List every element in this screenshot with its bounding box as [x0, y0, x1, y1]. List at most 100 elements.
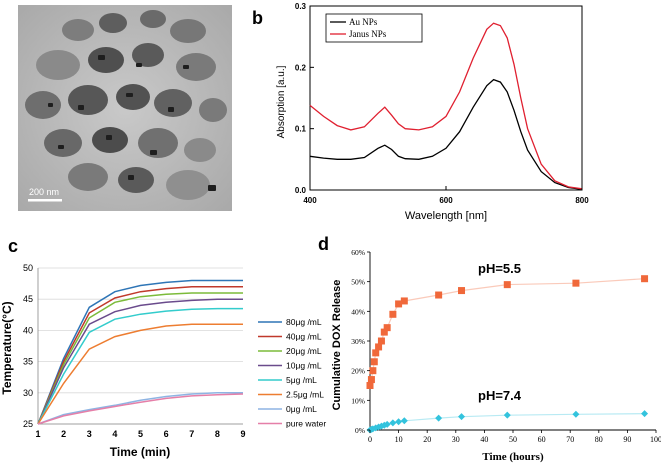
chart-b-absorption: 400 600 800 0.0 0.1 0.2 0.3 Wavelength [nm] Ab… — [276, 2, 589, 222]
c-x-tick-label: 7 — [189, 429, 194, 439]
c-series-line-4 — [37, 307, 243, 425]
d-point-ph74 — [389, 419, 397, 427]
d-x-tick-label: 50 — [509, 435, 517, 444]
d-x-tick-label: 30 — [452, 435, 460, 444]
d-point-ph74 — [572, 410, 580, 418]
d-y-tick-label: 50% — [351, 278, 365, 287]
b-y-tick-label: 0.3 — [295, 2, 307, 11]
b-y-tick-label: 0.2 — [295, 63, 307, 72]
d-point-ph55 — [400, 297, 408, 305]
c-y-tick-label: 45 — [23, 294, 33, 304]
c-series-line-3 — [37, 298, 243, 425]
c-series-line-1 — [37, 285, 243, 425]
b-x-tick-label: 400 — [303, 196, 317, 205]
c-x-tick-label: 1 — [35, 429, 40, 439]
c-legend-label-4: 5μg /mL — [286, 375, 317, 385]
b-legend-au: Au NPs — [349, 17, 378, 27]
c-x-tick-label: 3 — [87, 429, 92, 439]
b-x-tick-label: 600 — [439, 196, 453, 205]
c-legend-label-0: 80μg /mL — [286, 317, 322, 327]
d-point-ph55 — [503, 281, 511, 289]
d-point-ph55 — [377, 337, 385, 345]
d-point-ph55 — [375, 343, 383, 351]
c-legend-label-5: 2.5μg /mL — [286, 390, 324, 400]
c-series-line-2 — [37, 292, 243, 425]
c-legend-label-1: 40μg /mL — [286, 332, 322, 342]
panel-label-b: b — [252, 8, 263, 28]
d-x-tick-label: 90 — [623, 435, 631, 444]
d-point-ph74 — [400, 417, 408, 425]
c-y-tick-label: 50 — [23, 263, 33, 273]
d-point-ph55 — [383, 324, 391, 332]
d-point-ph74 — [641, 410, 649, 418]
panel-label-c: c — [8, 236, 19, 256]
c-series-line-5 — [37, 323, 243, 425]
d-y-tick-label: 20% — [351, 367, 365, 376]
b-y-tick-label: 0.1 — [295, 125, 307, 134]
c-y-tick-label: 35 — [23, 357, 33, 367]
d-point-ph55 — [380, 328, 388, 336]
c-y-tick-label: 40 — [23, 325, 33, 335]
d-point-ph55 — [369, 367, 377, 375]
b-series-line-1 — [309, 22, 583, 190]
c-x-tick-label: 4 — [112, 429, 117, 439]
b-x-tick-label: 800 — [575, 196, 589, 205]
c-series-line-7 — [37, 393, 244, 425]
b-series-line-0 — [309, 78, 583, 191]
chart-d-release: 0 10 20 30 40 50 60 70 80 90 100 0% 10% 20% 30% 40% 50% 6… — [331, 248, 661, 463]
d-point-ph55 — [641, 275, 649, 283]
panel-label-d: d — [318, 234, 329, 254]
d-x-tick-label: 60 — [538, 435, 546, 444]
c-series-line-0 — [37, 279, 243, 425]
d-x-tick-label: 70 — [566, 435, 574, 444]
b-y-tick-label: 0.0 — [295, 186, 307, 195]
d-point-ph55 — [435, 291, 443, 299]
c-y-tick-label: 25 — [23, 419, 33, 429]
d-x-tick-label: 40 — [480, 435, 488, 444]
d-series-line-0 — [369, 278, 645, 386]
d-point-ph74 — [395, 418, 403, 426]
tem-image: 200 nm — [18, 5, 232, 211]
c-x-tick-label: 8 — [215, 429, 220, 439]
d-y-tick-label: 40% — [351, 307, 365, 316]
c-y-tick-label: 30 — [23, 388, 33, 398]
d-point-ph74 — [377, 422, 385, 430]
b-y-axis-label: Absorption [a.u.] — [276, 65, 287, 138]
d-point-ph55 — [389, 310, 397, 318]
d-y-tick-label: 10% — [351, 396, 365, 405]
d-annotation-ph55: pH=5.5 — [478, 261, 521, 276]
d-point-ph55 — [395, 300, 403, 308]
d-x-tick-label: 80 — [595, 435, 603, 444]
scale-bar — [28, 199, 62, 202]
d-point-ph55 — [367, 376, 375, 384]
b-legend-janus: Janus NPs — [349, 29, 387, 39]
d-point-ph74 — [375, 423, 383, 431]
c-x-tick-label: 9 — [240, 429, 245, 439]
c-x-tick-label: 5 — [138, 429, 143, 439]
c-legend-label-3: 10μg /mL — [286, 361, 322, 371]
d-x-tick-label: 10 — [395, 435, 403, 444]
c-series-line-6 — [37, 392, 243, 425]
d-x-tick-label: 20 — [423, 435, 431, 444]
d-annotation-ph74: pH=7.4 — [478, 388, 522, 403]
d-y-axis-label: Cumulative DOX Release — [331, 280, 343, 411]
d-y-tick-label: 30% — [351, 337, 365, 346]
d-x-tick-label: 0 — [368, 435, 372, 444]
d-x-axis-label: Time (hours) — [482, 451, 544, 463]
d-point-ph55 — [572, 279, 580, 287]
b-legend: Au NPs Janus NPs — [325, 13, 423, 43]
d-point-ph55 — [458, 287, 466, 295]
d-y-tick-label: 60% — [351, 248, 365, 257]
d-y-tick-label: 0% — [355, 426, 365, 435]
b-x-axis-label: Wavelength [nm] — [405, 210, 487, 222]
c-legend-label-6: 0μg /mL — [286, 404, 317, 414]
c-legend-label-7: pure water — [286, 419, 326, 429]
d-point-ph74 — [435, 414, 443, 422]
d-point-ph74 — [458, 413, 466, 421]
d-point-ph55 — [366, 382, 374, 389]
d-point-ph74 — [383, 420, 391, 428]
d-point-ph55 — [372, 349, 380, 357]
d-point-ph55 — [370, 358, 378, 366]
c-x-axis-label: Time (min) — [110, 445, 170, 459]
